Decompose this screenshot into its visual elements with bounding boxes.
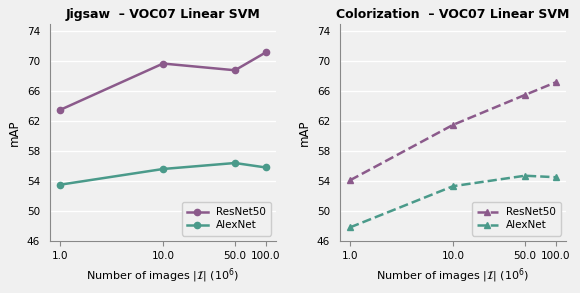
- ResNet50: [262, 51, 269, 54]
- AlexNet: [160, 167, 166, 171]
- Y-axis label: mAP: mAP: [298, 119, 311, 146]
- AlexNet: [57, 183, 64, 186]
- AlexNet: [231, 161, 238, 165]
- X-axis label: Number of images $|\mathcal{I}|$ $(10^6)$: Number of images $|\mathcal{I}|$ $(10^6)…: [376, 266, 530, 285]
- AlexNet: [262, 166, 269, 169]
- Line: ResNet50: ResNet50: [57, 49, 269, 113]
- Title: Jigsaw  – VOC07 Linear SVM: Jigsaw – VOC07 Linear SVM: [66, 8, 260, 21]
- ResNet50: [231, 69, 238, 72]
- AlexNet: [450, 184, 456, 188]
- Legend: ResNet50, AlexNet: ResNet50, AlexNet: [472, 202, 561, 236]
- Legend: ResNet50, AlexNet: ResNet50, AlexNet: [182, 202, 271, 236]
- Line: ResNet50: ResNet50: [347, 79, 559, 183]
- ResNet50: [450, 123, 456, 127]
- Line: AlexNet: AlexNet: [57, 160, 269, 188]
- Y-axis label: mAP: mAP: [8, 119, 21, 146]
- X-axis label: Number of images $|\mathcal{I}|$ $(10^6)$: Number of images $|\mathcal{I}|$ $(10^6)…: [86, 266, 240, 285]
- ResNet50: [552, 81, 559, 84]
- Title: Colorization  – VOC07 Linear SVM: Colorization – VOC07 Linear SVM: [336, 8, 570, 21]
- Line: AlexNet: AlexNet: [347, 173, 559, 231]
- AlexNet: [521, 174, 528, 178]
- ResNet50: [57, 108, 64, 112]
- AlexNet: [552, 176, 559, 179]
- ResNet50: [160, 62, 166, 65]
- AlexNet: [347, 226, 354, 229]
- ResNet50: [347, 178, 354, 182]
- ResNet50: [521, 93, 528, 97]
